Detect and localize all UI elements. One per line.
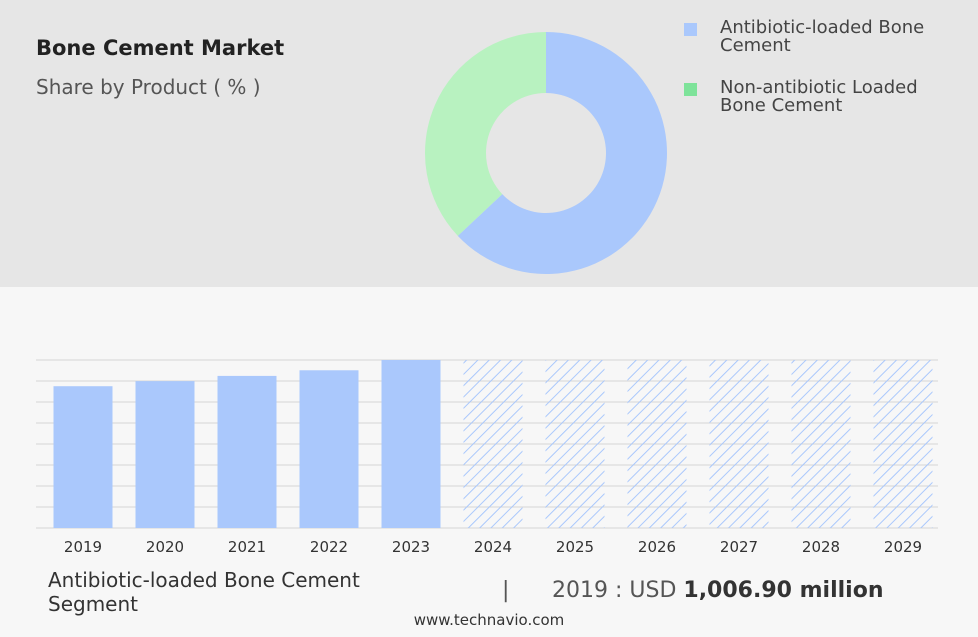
footer-url: www.technavio.com — [413, 611, 565, 629]
bar-2022 — [299, 370, 359, 528]
x-tick-label-2029: 2029 — [884, 538, 922, 556]
bar-2021 — [217, 375, 277, 528]
legend-swatch-antibiotic — [684, 23, 697, 36]
segment-label: Antibiotic-loaded Bone Cement Segment — [48, 568, 360, 616]
donut-slice-non-antibiotic — [424, 32, 546, 236]
forecast-bar-2029 — [873, 360, 933, 528]
bar-2019 — [53, 386, 113, 528]
chart-title: Bone Cement Market — [36, 36, 285, 60]
x-tick-label-2028: 2028 — [802, 538, 840, 556]
x-tick-label-2020: 2020 — [146, 538, 184, 556]
bar-2020 — [135, 381, 195, 528]
forecast-bar-2028 — [791, 360, 851, 528]
donut-chart — [424, 32, 667, 274]
forecast-bar-2026 — [627, 360, 687, 528]
value-amount: 1,006.90 million — [683, 578, 884, 603]
x-tick-label-2022: 2022 — [310, 538, 348, 556]
value-prefix: 2019 : USD — [552, 578, 684, 603]
legend-label-non-antibiotic: Non-antibiotic Loaded Bone Cement — [720, 77, 918, 116]
legend-label-antibiotic: Antibiotic-loaded Bone Cement — [720, 17, 925, 56]
forecast-bar-2024 — [463, 360, 523, 528]
x-tick-label-2027: 2027 — [720, 538, 758, 556]
bar-2023 — [381, 360, 441, 528]
x-tick-label-2024: 2024 — [474, 538, 512, 556]
x-tick-label-2021: 2021 — [228, 538, 266, 556]
x-tick-label-2019: 2019 — [64, 538, 102, 556]
forecast-bar-2025 — [545, 360, 605, 528]
chart-subtitle: Share by Product ( % ) — [36, 75, 261, 99]
separator: | — [502, 578, 510, 603]
x-tick-label-2026: 2026 — [638, 538, 676, 556]
legend-swatch-non-antibiotic — [684, 83, 697, 96]
forecast-bar-2027 — [709, 360, 769, 528]
value-line: 2019 : USD 1,006.90 million — [552, 578, 883, 603]
donut-slice-antibiotic — [457, 32, 667, 274]
x-tick-label-2025: 2025 — [556, 538, 594, 556]
x-tick-label-2023: 2023 — [392, 538, 430, 556]
